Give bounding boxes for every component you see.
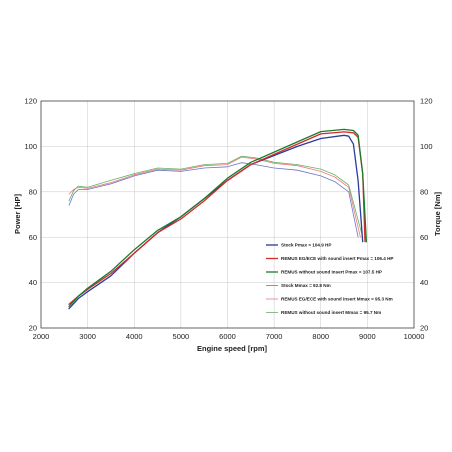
plot-frame — [40, 100, 415, 329]
x-tick-label: 3000 — [79, 332, 96, 341]
y-tick-label: 40 — [29, 278, 37, 287]
legend-label: Stock Mmax = 92.8 Nm — [281, 283, 331, 288]
series-layer — [68, 128, 368, 310]
x-tick-label: 9000 — [359, 332, 376, 341]
legend-label: Stock Pmax = 104.9 HP — [281, 243, 331, 248]
series-line-3 — [68, 128, 368, 308]
x-tick-label: 10000 — [404, 332, 425, 341]
series-line-4 — [68, 162, 359, 238]
y2-tick-label: 120 — [420, 97, 433, 106]
y2-tick-label: 40 — [420, 278, 428, 287]
y-axis-ticks: 20 40 60 80 100 120 — [24, 97, 37, 333]
series-line-5 — [68, 156, 361, 238]
legend-label: REMUS EG/ECE with sound insert Pmax = 10… — [281, 256, 393, 261]
y-axis-title-left: Power [HP] — [13, 194, 22, 235]
y2-tick-label: 20 — [420, 324, 428, 333]
legend-label: REMUS EG/ECE with sound insert Mmax = 95… — [281, 297, 393, 302]
legend: Stock Pmax = 104.9 HP REMUS EG/ECE with s… — [266, 243, 393, 315]
y2-tick-label: 60 — [420, 233, 428, 242]
y-tick-label: 20 — [29, 324, 37, 333]
y-tick-label: 80 — [29, 187, 37, 196]
legend-label: REMUS without sound insert Pmax = 107.5 … — [281, 270, 382, 275]
series-line-6 — [68, 155, 364, 238]
y-tick-label: 100 — [24, 142, 37, 151]
series-line-2 — [68, 131, 366, 305]
y-tick-label: 120 — [24, 97, 37, 106]
x-tick-label: 7000 — [266, 332, 283, 341]
y-tick-label: 60 — [29, 233, 37, 242]
x-axis-ticks: 2000 3000 4000 5000 6000 7000 8000 9000 10000 — [33, 332, 425, 341]
y2-axis-ticks: 20 40 60 80 100 120 — [420, 97, 433, 333]
x-tick-label: 6000 — [219, 332, 236, 341]
x-tick-label: 4000 — [126, 332, 143, 341]
x-axis-title: Engine speed [rpm] — [197, 344, 268, 353]
y2-tick-label: 80 — [420, 187, 428, 196]
y2-tick-label: 100 — [420, 142, 433, 151]
x-tick-label: 2000 — [33, 332, 50, 341]
x-tick-label: 8000 — [312, 332, 329, 341]
y-axis-title-right: Torque [Nm] — [433, 191, 442, 236]
x-tick-label: 5000 — [173, 332, 190, 341]
legend-label: REMUS without sound insert Mmax = 95.7 N… — [281, 310, 381, 315]
